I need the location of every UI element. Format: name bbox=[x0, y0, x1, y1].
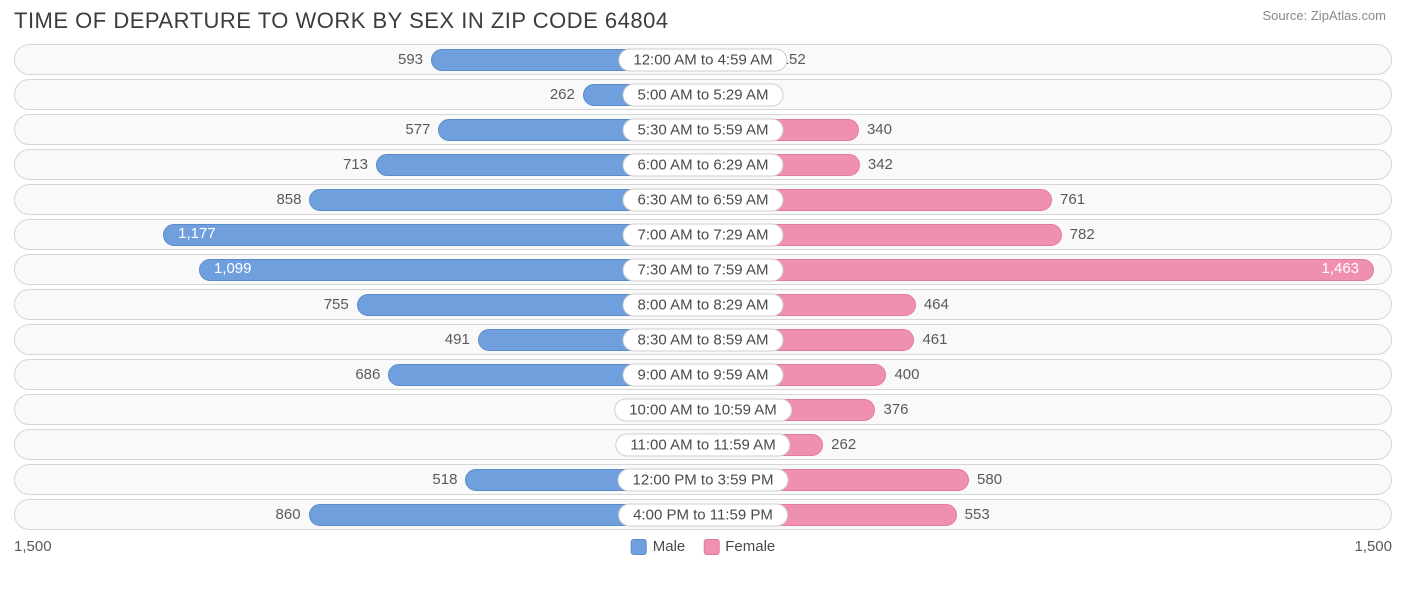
male-value-label: 593 bbox=[390, 51, 431, 68]
female-value-label: 1,463 bbox=[1313, 260, 1367, 277]
male-half: 686 bbox=[15, 360, 703, 389]
time-range-label: 5:00 AM to 5:29 AM bbox=[623, 83, 784, 106]
time-range-label: 6:30 AM to 6:59 AM bbox=[623, 188, 784, 211]
male-value-label: 1,099 bbox=[206, 260, 260, 277]
male-value-label: 577 bbox=[397, 121, 438, 138]
female-half: 782 bbox=[703, 220, 1391, 249]
male-half: 755 bbox=[15, 290, 703, 319]
time-range-label: 8:30 AM to 8:59 AM bbox=[623, 328, 784, 351]
male-half: 1,099 bbox=[15, 255, 703, 284]
female-half: 262 bbox=[703, 430, 1391, 459]
female-value-label: 580 bbox=[969, 471, 1010, 488]
male-value-label: 518 bbox=[424, 471, 465, 488]
male-half: 262 bbox=[15, 80, 703, 109]
female-half: 340 bbox=[703, 115, 1391, 144]
female-half: 580 bbox=[703, 465, 1391, 494]
female-value-label: 553 bbox=[957, 506, 998, 523]
female-half: 461 bbox=[703, 325, 1391, 354]
chart-row: 858 761 6:30 AM to 6:59 AM bbox=[14, 184, 1392, 215]
male-half: 858 bbox=[15, 185, 703, 214]
female-value-label: 782 bbox=[1062, 226, 1103, 243]
chart-title: TIME OF DEPARTURE TO WORK BY SEX IN ZIP … bbox=[14, 8, 669, 34]
female-half: 464 bbox=[703, 290, 1391, 319]
female-half: 96 bbox=[703, 80, 1391, 109]
chart-row: 88 376 10:00 AM to 10:59 AM bbox=[14, 394, 1392, 425]
chart-row: 491 461 8:30 AM to 8:59 AM bbox=[14, 324, 1392, 355]
axis-left-max: 1,500 bbox=[14, 538, 52, 562]
female-value-label: 262 bbox=[823, 436, 864, 453]
male-value-label: 860 bbox=[268, 506, 309, 523]
chart-row: 755 464 8:00 AM to 8:29 AM bbox=[14, 289, 1392, 320]
chart-header: TIME OF DEPARTURE TO WORK BY SEX IN ZIP … bbox=[0, 0, 1406, 44]
male-value-label: 755 bbox=[316, 296, 357, 313]
time-range-label: 4:00 PM to 11:59 PM bbox=[618, 503, 788, 526]
chart-footer: 1,500 Male Female 1,500 bbox=[0, 534, 1406, 562]
female-half: 376 bbox=[703, 395, 1391, 424]
female-half: 342 bbox=[703, 150, 1391, 179]
female-value-label: 461 bbox=[914, 331, 955, 348]
chart-row: 860 553 4:00 PM to 11:59 PM bbox=[14, 499, 1392, 530]
chart-row: 686 400 9:00 AM to 9:59 AM bbox=[14, 359, 1392, 390]
chart-row: 97 262 11:00 AM to 11:59 AM bbox=[14, 429, 1392, 460]
chart-row: 518 580 12:00 PM to 3:59 PM bbox=[14, 464, 1392, 495]
male-half: 491 bbox=[15, 325, 703, 354]
time-range-label: 12:00 AM to 4:59 AM bbox=[618, 48, 787, 71]
male-half: 97 bbox=[15, 430, 703, 459]
chart-source: Source: ZipAtlas.com bbox=[1262, 8, 1386, 23]
male-value-label: 858 bbox=[268, 191, 309, 208]
female-value-label: 464 bbox=[916, 296, 957, 313]
female-half: 761 bbox=[703, 185, 1391, 214]
female-value-label: 400 bbox=[886, 366, 927, 383]
chart-row: 262 965:00 AM to 5:29 AM bbox=[14, 79, 1392, 110]
male-half: 577 bbox=[15, 115, 703, 144]
female-half: 152 bbox=[703, 45, 1391, 74]
male-swatch-icon bbox=[631, 539, 647, 555]
diverging-bar-chart: 593 15212:00 AM to 4:59 AM 262 965:00 AM to… bbox=[0, 44, 1406, 530]
female-value-label: 761 bbox=[1052, 191, 1093, 208]
time-range-label: 9:00 AM to 9:59 AM bbox=[623, 363, 784, 386]
female-bar: 1,463 bbox=[703, 259, 1374, 281]
male-value-label: 491 bbox=[437, 331, 478, 348]
male-half: 518 bbox=[15, 465, 703, 494]
time-range-label: 7:30 AM to 7:59 AM bbox=[623, 258, 784, 281]
male-half: 593 bbox=[15, 45, 703, 74]
female-value-label: 376 bbox=[875, 401, 916, 418]
male-half: 713 bbox=[15, 150, 703, 179]
chart-row: 713 342 6:00 AM to 6:29 AM bbox=[14, 149, 1392, 180]
male-value-label: 686 bbox=[347, 366, 388, 383]
time-range-label: 12:00 PM to 3:59 PM bbox=[618, 468, 789, 491]
chart-row: 1,177 782 7:00 AM to 7:29 AM bbox=[14, 219, 1392, 250]
male-half: 1,177 bbox=[15, 220, 703, 249]
legend-male: Male bbox=[631, 538, 686, 555]
male-half: 860 bbox=[15, 500, 703, 529]
legend-female: Female bbox=[703, 538, 775, 555]
chart-row: 593 15212:00 AM to 4:59 AM bbox=[14, 44, 1392, 75]
female-half: 1,463 bbox=[703, 255, 1391, 284]
time-range-label: 8:00 AM to 8:29 AM bbox=[623, 293, 784, 316]
legend-female-label: Female bbox=[725, 538, 775, 555]
time-range-label: 7:00 AM to 7:29 AM bbox=[623, 223, 784, 246]
female-half: 553 bbox=[703, 500, 1391, 529]
female-swatch-icon bbox=[703, 539, 719, 555]
legend: Male Female bbox=[631, 538, 776, 555]
male-value-label: 1,177 bbox=[170, 225, 224, 242]
male-half: 88 bbox=[15, 395, 703, 424]
time-range-label: 11:00 AM to 11:59 AM bbox=[615, 433, 790, 456]
legend-male-label: Male bbox=[653, 538, 686, 555]
time-range-label: 10:00 AM to 10:59 AM bbox=[614, 398, 792, 421]
female-value-label: 342 bbox=[860, 156, 901, 173]
female-value-label: 340 bbox=[859, 121, 900, 138]
axis-right-max: 1,500 bbox=[1354, 538, 1392, 562]
time-range-label: 5:30 AM to 5:59 AM bbox=[623, 118, 784, 141]
chart-row: 1,099 1,463 7:30 AM to 7:59 AM bbox=[14, 254, 1392, 285]
male-value-label: 713 bbox=[335, 156, 376, 173]
chart-row: 577 340 5:30 AM to 5:59 AM bbox=[14, 114, 1392, 145]
female-half: 400 bbox=[703, 360, 1391, 389]
male-value-label: 262 bbox=[542, 86, 583, 103]
time-range-label: 6:00 AM to 6:29 AM bbox=[623, 153, 784, 176]
